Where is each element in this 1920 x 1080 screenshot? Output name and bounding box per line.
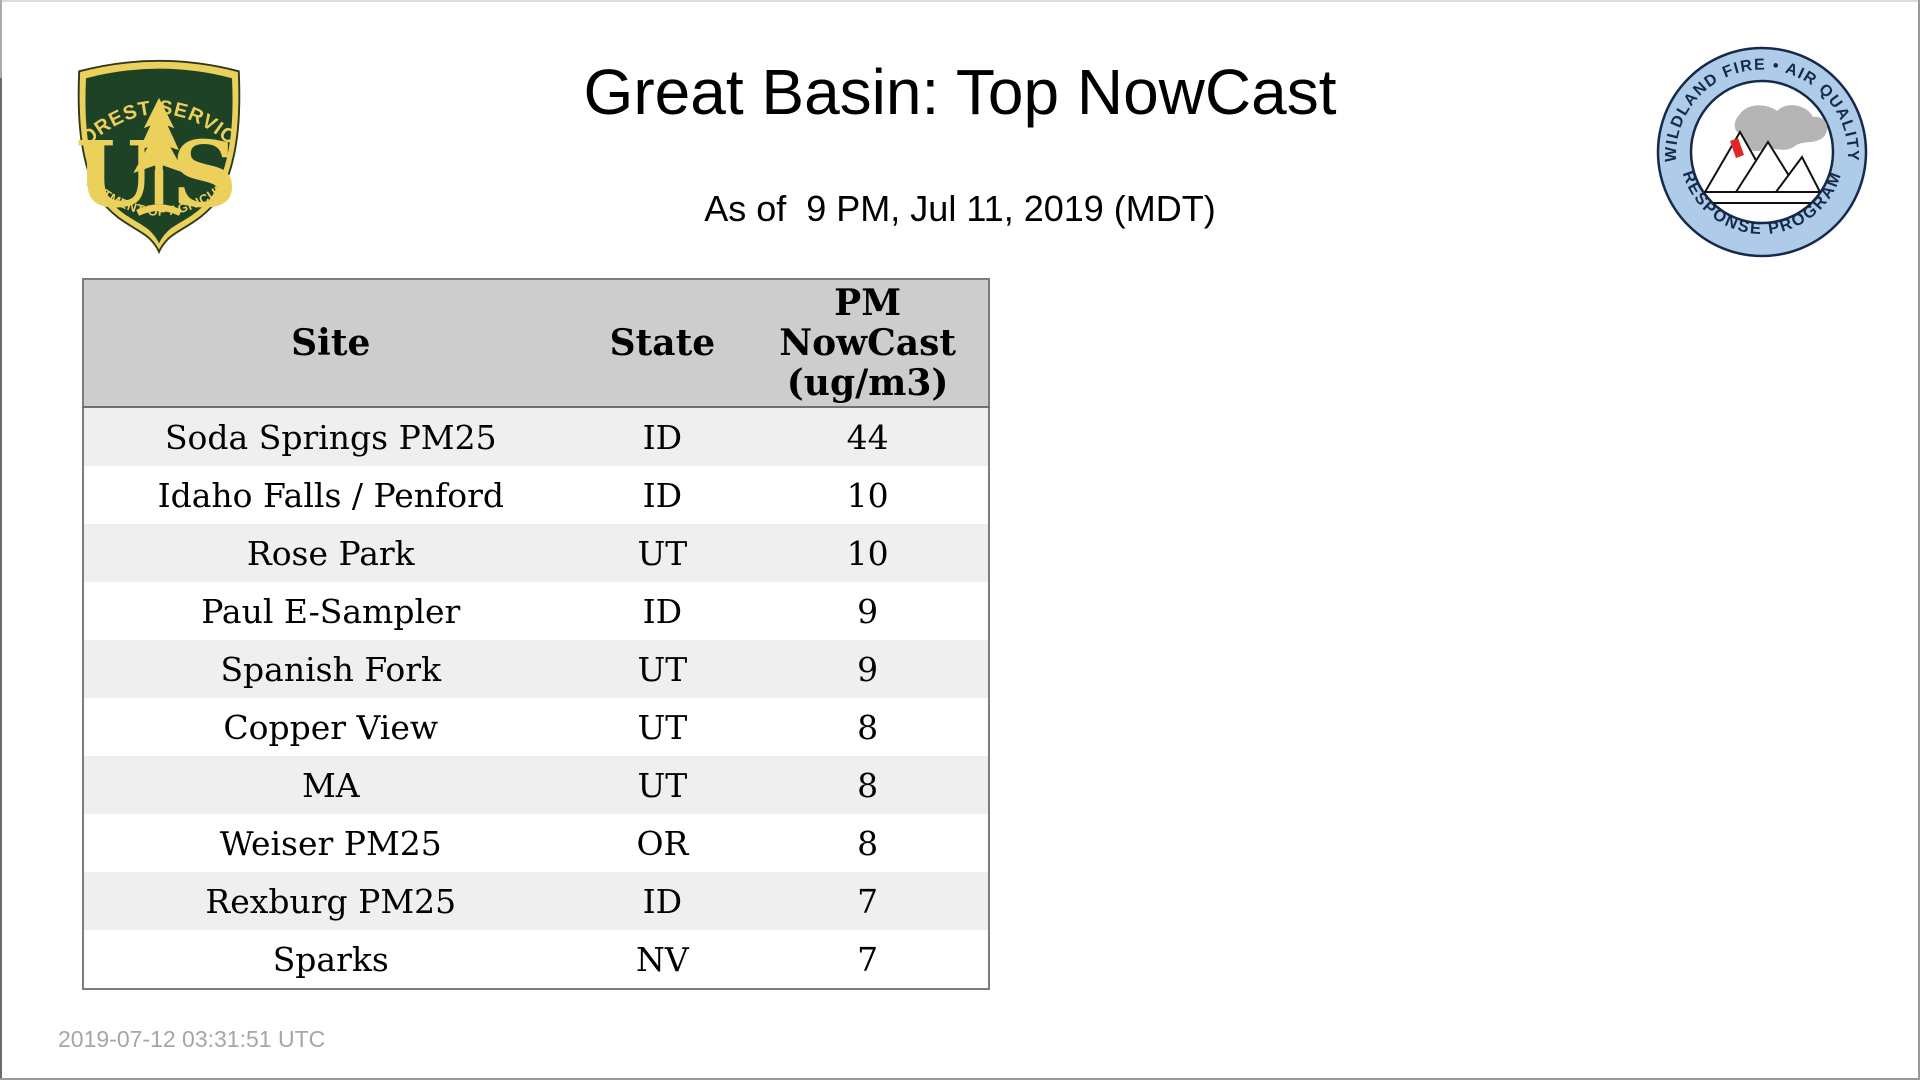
cell-state: ID bbox=[642, 475, 683, 515]
table-row: MA UT 8 bbox=[83, 756, 989, 814]
cell-site: Copper View bbox=[223, 707, 439, 747]
smoke-plume-icon bbox=[1734, 105, 1828, 152]
cell-site: Rexburg PM25 bbox=[205, 881, 457, 921]
page-edge-left-light bbox=[0, 0, 2, 78]
table-row: Soda Springs PM25 ID 44 bbox=[83, 407, 989, 466]
page-subtitle: As of 9 PM, Jul 11, 2019 (MDT) bbox=[704, 188, 1216, 229]
cell-site: Rose Park bbox=[246, 533, 415, 573]
table-row: Weiser PM25 OR 8 bbox=[83, 814, 989, 872]
cell-state: UT bbox=[637, 707, 688, 747]
cell-nowcast: 10 bbox=[846, 475, 889, 515]
cell-site: Paul E-Sampler bbox=[201, 591, 461, 631]
table-row: Idaho Falls / Penford ID 10 bbox=[83, 466, 989, 524]
nowcast-table-container: Site State PM NowCast (ug/m3) Soda Sprin… bbox=[82, 278, 990, 990]
page-title: Great Basin: Top NowCast bbox=[583, 56, 1337, 128]
cell-site: Sparks bbox=[272, 939, 389, 979]
forest-service-logo-icon: FOREST SERVICE DEPARTMENT OF AGRICULTURE… bbox=[64, 46, 241, 255]
cell-state: ID bbox=[642, 417, 683, 457]
cell-site: Spanish Fork bbox=[220, 649, 442, 689]
table-row: Paul E-Sampler ID 9 bbox=[83, 582, 989, 640]
cell-state: UT bbox=[637, 765, 688, 805]
cell-nowcast: 8 bbox=[857, 707, 879, 747]
cell-site: Idaho Falls / Penford bbox=[157, 475, 504, 515]
table-row: Copper View UT 8 bbox=[83, 698, 989, 756]
generated-timestamp: 2019-07-12 03:31:51 UTC bbox=[58, 1026, 326, 1052]
column-header-state: State bbox=[577, 279, 748, 408]
column-header-pm-nowcast: PM NowCast (ug/m3) bbox=[747, 279, 989, 408]
pm-header-line-1: PM bbox=[834, 282, 902, 324]
table-row: Sparks NV 7 bbox=[83, 930, 989, 989]
cell-state: UT bbox=[637, 533, 688, 573]
page-edge-top bbox=[0, 0, 1920, 2]
airfire-program-logo-icon: WILDLAND FIRE • AIR QUALITY RESPONSE PRO… bbox=[1656, 46, 1868, 258]
page-edge-right bbox=[1918, 0, 1920, 1080]
table-row: Rose Park UT 10 bbox=[83, 524, 989, 582]
fire-mark-icon bbox=[1730, 138, 1744, 158]
cell-site: Soda Springs PM25 bbox=[164, 417, 497, 457]
pm-header-line-2: NowCast bbox=[779, 322, 957, 364]
cell-state: ID bbox=[642, 591, 683, 631]
nowcast-table: Site State PM NowCast (ug/m3) Soda Sprin… bbox=[82, 278, 990, 990]
cell-nowcast: 44 bbox=[846, 417, 889, 457]
cell-nowcast: 8 bbox=[857, 823, 879, 863]
mountains-icon bbox=[1704, 129, 1821, 204]
cell-state: ID bbox=[642, 881, 683, 921]
cell-state: OR bbox=[636, 823, 689, 863]
cell-state: NV bbox=[636, 939, 689, 979]
table-header-row: Site State PM NowCast (ug/m3) bbox=[83, 279, 989, 408]
table-row: Spanish Fork UT 9 bbox=[83, 640, 989, 698]
pine-tree-icon bbox=[133, 97, 185, 216]
pm-header-line-3: (ug/m3) bbox=[786, 362, 949, 404]
cell-nowcast: 9 bbox=[857, 649, 879, 689]
column-header-site: Site bbox=[83, 279, 578, 408]
cell-site: MA bbox=[301, 765, 360, 805]
cell-site: Weiser PM25 bbox=[219, 823, 442, 863]
cell-nowcast: 9 bbox=[857, 591, 879, 631]
cell-nowcast: 8 bbox=[857, 765, 879, 805]
cell-nowcast: 10 bbox=[846, 533, 889, 573]
monogram-s: S bbox=[172, 120, 238, 228]
cell-nowcast: 7 bbox=[857, 881, 879, 921]
cell-nowcast: 7 bbox=[857, 939, 879, 979]
page-edge-bottom bbox=[0, 1078, 1920, 1080]
cell-state: UT bbox=[637, 649, 688, 689]
table-row: Rexburg PM25 ID 7 bbox=[83, 872, 989, 930]
page-edge-left-dark bbox=[0, 78, 2, 1080]
